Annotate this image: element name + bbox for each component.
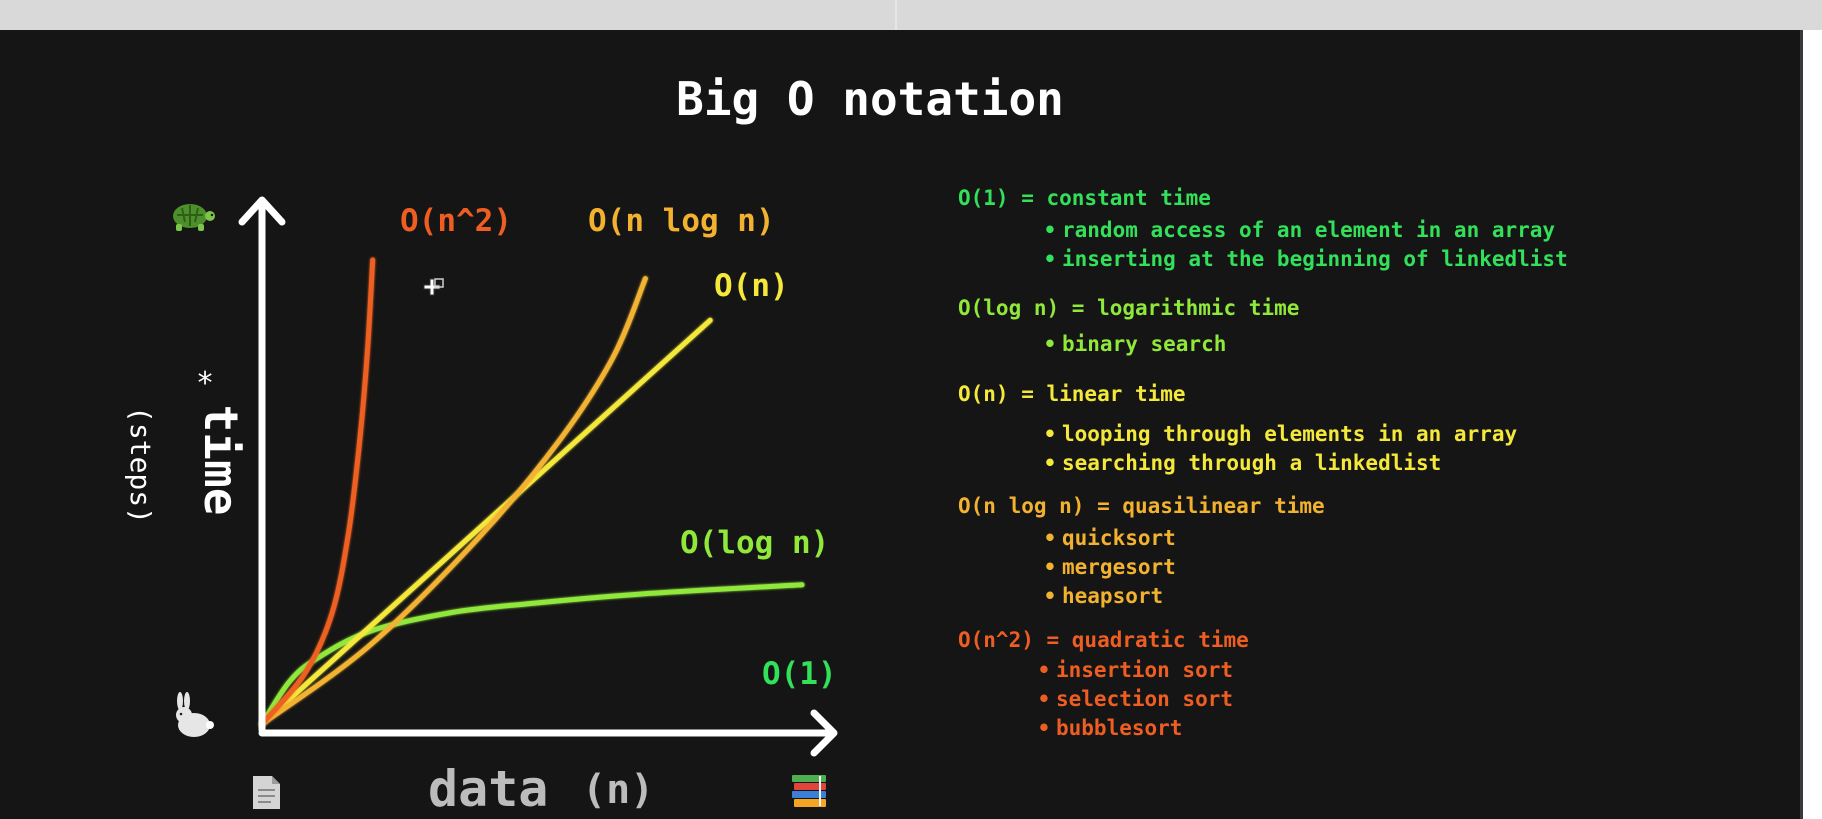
legend-item: • searching through a linkedlist (1038, 451, 1517, 475)
series-layer (259, 257, 805, 727)
y-axis-suffix-group: (steps) (124, 406, 157, 524)
legend-head: O(1) = constant time (958, 186, 1211, 210)
legend-item-text: bubblesort (1056, 716, 1183, 740)
x-axis-label-suffix: (n) (582, 767, 654, 813)
axes (238, 196, 838, 757)
bullet-icon: • (1043, 555, 1057, 579)
legend-group-onlogn: O(n log n) = quasilinear time • quicksort… (958, 494, 1325, 608)
legend-item: • inserting at the beginning of linkedlis… (1038, 247, 1568, 271)
bullet-icon: • (1043, 451, 1057, 475)
series-line-on2 (259, 257, 376, 727)
legend-head: O(n log n) = quasilinear time (958, 494, 1325, 518)
legend-item-text: random access of an element in an array (1062, 218, 1556, 242)
legend-item-text: inserting at the beginning of linkedlist (1062, 247, 1568, 271)
legend-item: • selection sort (1032, 687, 1249, 711)
legend-item: • heapsort (1038, 584, 1325, 608)
document-icon (253, 776, 280, 809)
series-line-onlogn (259, 276, 648, 727)
legend-item-text: looping through elements in an array (1062, 422, 1518, 446)
series-label-o1: O(1) (762, 656, 837, 692)
y-axis-label-mark: * (196, 366, 214, 401)
legend-group-on2: O(n^2) = quadratic time • insertion sort … (958, 628, 1249, 740)
series-label-ologn: O(log n) (680, 525, 829, 561)
legend-item: • insertion sort (1032, 658, 1249, 682)
bullet-icon: • (1043, 247, 1057, 271)
rabbit-icon (176, 692, 214, 737)
bullet-icon: • (1037, 687, 1051, 711)
bullet-icon: • (1043, 218, 1057, 242)
window-top-bar (0, 0, 1822, 30)
bullet-icon: • (1043, 584, 1057, 608)
legend-item: • mergesort (1038, 555, 1325, 579)
legend-item: • binary search (1038, 332, 1299, 356)
legend-group-on: O(n) = linear time • looping through elem… (958, 382, 1517, 475)
legend-item-text: quicksort (1062, 526, 1176, 550)
legend-head: O(n^2) = quadratic time (958, 628, 1249, 652)
legend-item-text: binary search (1062, 332, 1227, 356)
legend-group-ologn: O(log n) = logarithmic time • binary sear… (958, 296, 1299, 356)
mouse-cursor (423, 278, 444, 296)
window-right-edge (1803, 30, 1822, 819)
legend-item-text: insertion sort (1056, 658, 1234, 682)
bullet-icon: • (1043, 526, 1057, 550)
x-axis-label: data (428, 760, 548, 818)
y-axis-label-group: time (194, 405, 248, 516)
bullet-icon: • (1037, 658, 1051, 682)
series-line-on (259, 317, 713, 727)
y-axis-label-suffix: (steps) (124, 406, 157, 524)
turtle-icon (173, 204, 215, 231)
legend-item: • quicksort (1038, 526, 1325, 550)
top-bar-divider (895, 0, 897, 30)
legend-head: O(n) = linear time (958, 382, 1186, 406)
series-label-on: O(n) (714, 268, 789, 304)
bullet-icon: • (1043, 332, 1057, 356)
books-icon (792, 775, 826, 807)
legend-item: • random access of an element in an array (1038, 218, 1568, 242)
bullet-icon: • (1037, 716, 1051, 740)
x-axis-arrowhead (810, 709, 838, 757)
legend-head: O(log n) = logarithmic time (958, 296, 1300, 320)
y-axis-label: time (194, 405, 248, 516)
y-axis-arrowhead (238, 196, 286, 226)
legend-item-text: selection sort (1056, 687, 1234, 711)
legend-item: • looping through elements in an array (1038, 422, 1517, 446)
bullet-icon: • (1043, 422, 1057, 446)
legend-item-text: searching through a linkedlist (1062, 451, 1442, 475)
legend-item: • bubblesort (1032, 716, 1249, 740)
legend-item-text: heapsort (1062, 584, 1164, 608)
slide-title: Big O notation (676, 72, 1064, 126)
series-label-onlogn: O(n log n) (588, 203, 775, 239)
series-label-on2: O(n^2) (400, 203, 512, 239)
series-line-ologn (259, 582, 805, 727)
legend-group-o1: O(1) = constant time • random access of a… (958, 186, 1568, 271)
legend-item-text: mergesort (1062, 555, 1176, 579)
